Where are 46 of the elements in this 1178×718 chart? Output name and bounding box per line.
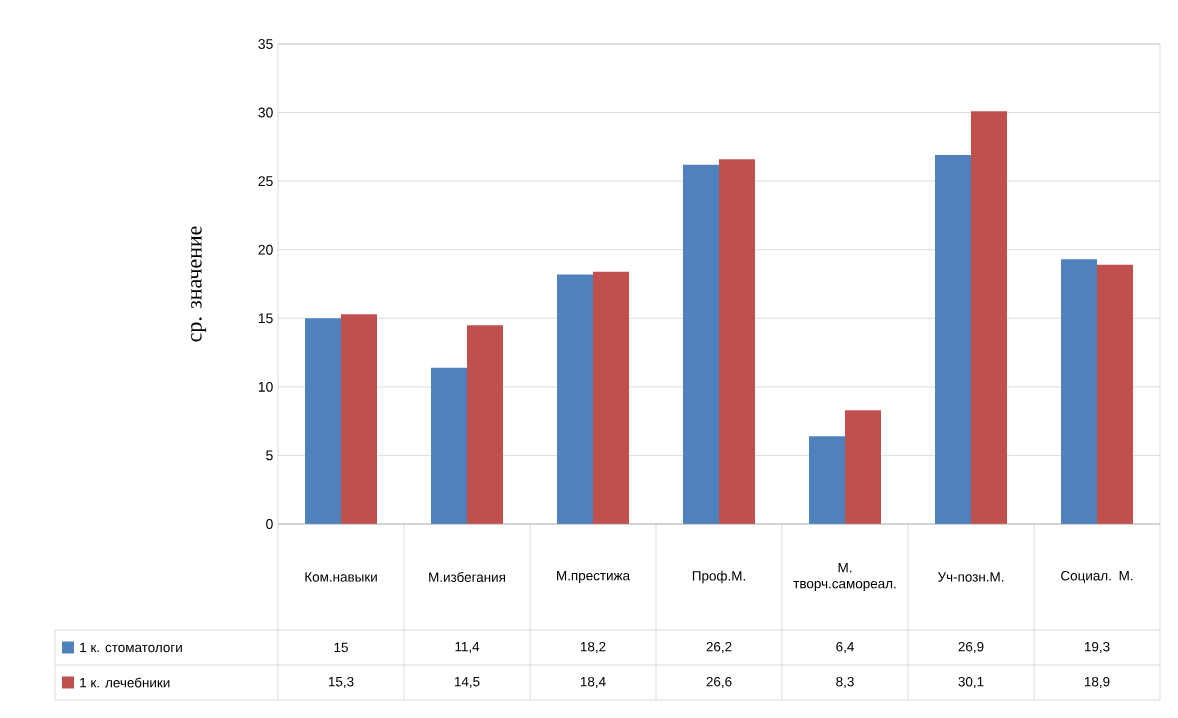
data-label: 15: [334, 642, 348, 653]
y-tick-label: 10: [258, 381, 273, 392]
data-label: 30,1: [958, 676, 984, 689]
bar: [467, 325, 504, 524]
y-tick-label: 0: [266, 519, 273, 529]
bar: [1061, 259, 1098, 524]
bar: [683, 164, 719, 524]
bar: [1097, 264, 1134, 524]
y-tick-label: 30: [258, 107, 273, 118]
bar: [845, 410, 882, 524]
x-tick-label: Проф.М.: [692, 570, 745, 584]
bar: [431, 367, 468, 524]
y-tick-label: 15: [258, 313, 273, 324]
bar: [719, 159, 756, 524]
data-label: 18,9: [1084, 676, 1110, 689]
data-label: 11,4: [455, 642, 480, 653]
data-label: 26,2: [706, 641, 732, 654]
bar: [971, 111, 1008, 524]
legend-label: 1 к. стоматологи: [80, 642, 182, 653]
x-tick-label: Социал. М.: [1061, 570, 1133, 584]
data-label: 18,2: [580, 641, 606, 654]
y-tick-label: 25: [258, 176, 273, 187]
x-tick-label: Ком.навыки: [305, 572, 377, 582]
data-label: 26,9: [958, 641, 984, 654]
x-tick-label: Уч-позн.М.: [937, 572, 1004, 582]
bar: [809, 436, 846, 524]
y-tick-label: 35: [258, 39, 273, 49]
bar: [593, 271, 629, 524]
data-label: 26,6: [706, 676, 732, 689]
x-tick-label: М. творч.самореал.: [793, 563, 896, 591]
bar: [341, 314, 377, 524]
bar: [305, 318, 341, 524]
data-label: 6,4: [836, 641, 854, 654]
data-label: 15,3: [328, 676, 354, 689]
data-label: 8,3: [836, 676, 854, 689]
y-tick-label: 5: [266, 450, 273, 461]
data-label: 18,4: [580, 676, 606, 689]
bar: [935, 155, 972, 524]
y-tick-label: 20: [258, 244, 273, 255]
x-tick-label: М.престижа: [557, 570, 631, 584]
data-label: 19,3: [1084, 641, 1110, 654]
bar: [557, 274, 593, 524]
x-tick-label: М.избегания: [429, 571, 505, 582]
legend-label: 1 к. лечебники: [80, 677, 170, 688]
data-label: 14,5: [454, 677, 480, 688]
y-axis-title: ср. значение: [191, 226, 207, 342]
